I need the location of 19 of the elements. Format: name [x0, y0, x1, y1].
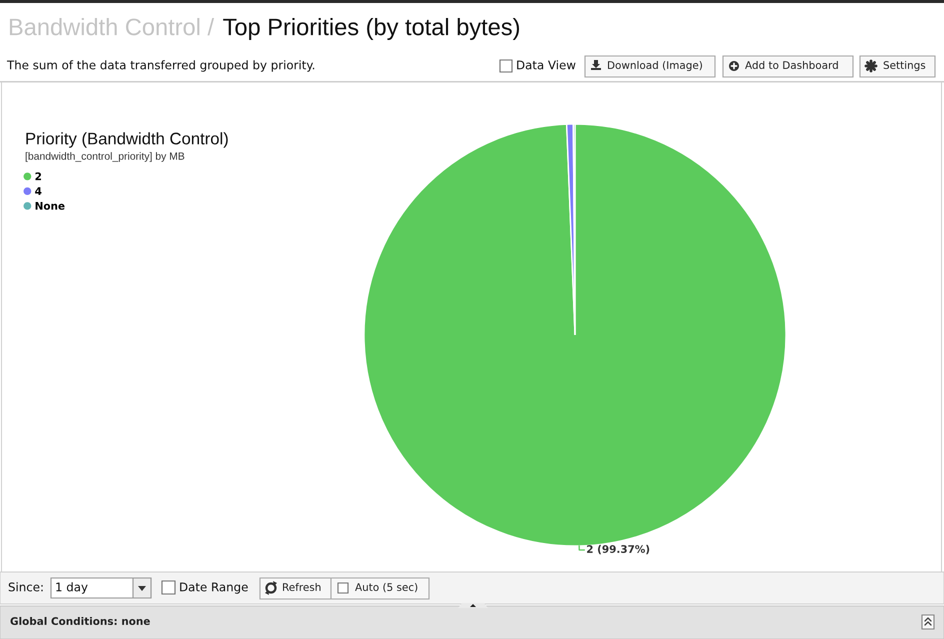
- text: Refresh: [283, 582, 320, 592]
- chart-title: Top Priorities (by total bytes): [223, 18, 520, 40]
- text: Bandwidth Control /: [10, 18, 214, 36]
- text: Data View: [517, 60, 576, 70]
- text: Add to Dashboard: [745, 60, 838, 70]
- text: [bandwidth_control_priority] by MB: [26, 152, 184, 162]
- text: Auto (5 sec): [355, 582, 418, 592]
- text: Download (Image): [608, 60, 702, 72]
- text: Since:: [8, 582, 43, 592]
- data-label: 2 (99.37%): [587, 544, 650, 554]
- legend-title: Priority (Bandwidth Control): [26, 132, 228, 148]
- text: 1 day: [56, 582, 88, 594]
- legend-label: None: [36, 202, 65, 210]
- legend-label: 4: [35, 187, 42, 195]
- text: Settings: [884, 60, 926, 72]
- text: Date Range: [180, 582, 248, 594]
- legend-label: 2: [35, 172, 42, 180]
- chart-subtitle: The sum of the data transferred grouped by priority.: [6, 60, 314, 72]
- text: Global Conditions: none: [10, 616, 150, 626]
